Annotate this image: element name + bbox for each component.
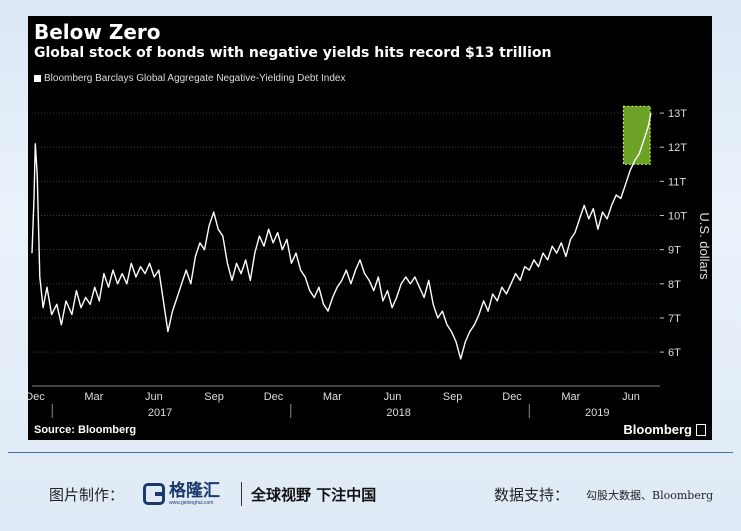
x-tick-label: Jun <box>384 391 402 403</box>
data-source-label: 数据支持： <box>494 486 570 504</box>
x-tick-label: Sep <box>443 391 463 403</box>
y-tick-label: 11T <box>668 176 686 188</box>
y-tick-label: 12T <box>668 142 687 154</box>
y-tick-label: 8T <box>668 279 681 291</box>
y-tick-label: 9T <box>668 245 681 257</box>
source-label: Source: Bloomberg <box>34 424 137 436</box>
y-axis-label: U.S. dollars <box>697 212 712 280</box>
x-tick-label: Mar <box>323 391 342 403</box>
x-tick-label: Dec <box>264 391 284 403</box>
chart-svg: 6T 7T 8T 9T 10T 11T 12T 13T U.S. dollars Dec Mar Ju… <box>28 105 712 419</box>
chart-title: Below Zero <box>34 20 161 44</box>
x-tick-label: Mar <box>84 391 103 403</box>
x-tick-label: Mar <box>561 391 580 403</box>
y-tick-label: 7T <box>668 313 681 325</box>
chart-panel: Below Zero Global stock of bonds with ne… <box>28 16 712 440</box>
y-tick-label: 10T <box>668 211 687 223</box>
legend-label: Bloomberg Barclays Global Aggregate Nega… <box>44 73 346 84</box>
x-tick-label: Dec <box>28 391 45 403</box>
x-tick-label: Sep <box>204 391 224 403</box>
highlight-box <box>622 105 651 165</box>
legend-entry: Bloomberg Barclays Global Aggregate Nega… <box>34 73 345 84</box>
year-label: 2017 <box>148 407 172 419</box>
logo-divider <box>241 482 242 506</box>
x-tick-label: Jun <box>145 391 163 403</box>
y-tick-label: 6T <box>668 347 681 359</box>
year-label: 2019 <box>585 407 609 419</box>
footer-divider <box>8 452 733 453</box>
brand-name: Bloomberg <box>623 422 692 437</box>
logo-url: www.gelonghui.com <box>169 500 214 506</box>
bloomberg-mark-icon <box>696 423 706 436</box>
y-tick-label: 13T <box>668 108 687 120</box>
x-tick-label: Dec <box>502 391 522 403</box>
x-tick-label: Jun <box>622 391 640 403</box>
gelonghui-logo: 格隆汇 www.gelonghui.com <box>143 480 235 508</box>
brand-label: Bloomberg <box>623 422 706 437</box>
data-source-value: 勾股大数据、Bloomberg <box>586 489 714 502</box>
logo-g-icon <box>143 483 165 505</box>
logo-text: 格隆汇 www.gelonghui.com <box>169 482 220 506</box>
credit-label: 图片制作： <box>49 486 125 504</box>
slogan: 全球视野 下注中国 <box>251 486 377 504</box>
series-line <box>31 112 652 360</box>
year-label: 2018 <box>386 407 410 419</box>
legend-swatch-icon <box>34 75 41 82</box>
chart-subtitle: Global stock of bonds with negative yiel… <box>34 45 552 61</box>
logo-name: 格隆汇 <box>169 481 220 501</box>
footer: 图片制作： 格隆汇 www.gelonghui.com 全球视野 下注中国 数据… <box>0 480 741 510</box>
